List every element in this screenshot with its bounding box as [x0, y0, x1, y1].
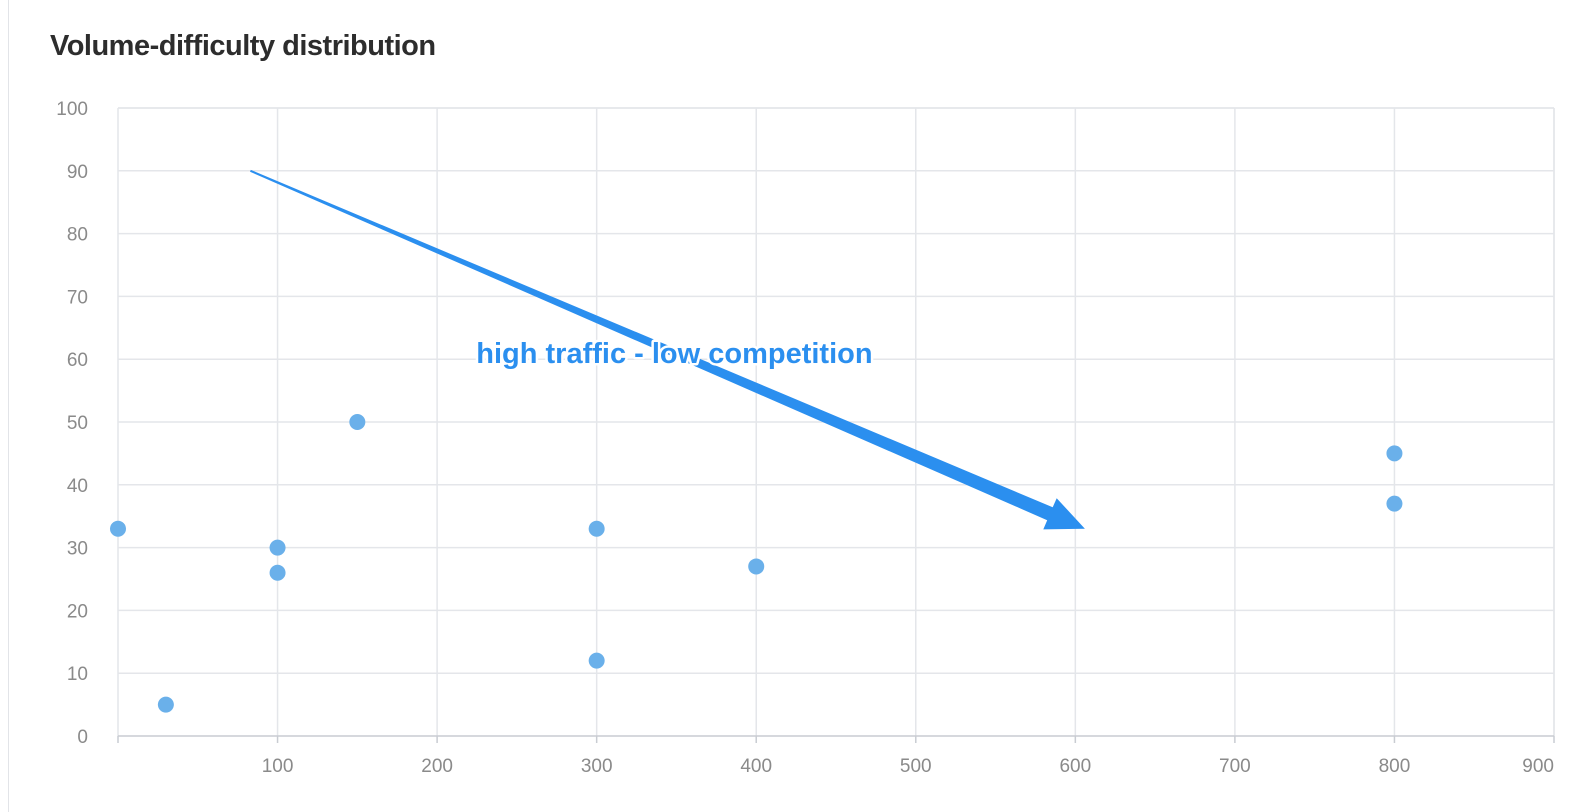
x-tick-label: 900 — [1522, 756, 1554, 777]
scatter-point — [1386, 445, 1403, 462]
scatter-point — [588, 520, 605, 537]
y-tick-label: 30 — [67, 539, 88, 560]
chart-title: Volume-difficulty distribution — [50, 30, 436, 62]
y-tick-label: 90 — [67, 162, 88, 183]
tick-labels: 0 10 20 30 40 50 60 70 80 90 100 100 200 300 400 500 600… — [56, 99, 1554, 777]
scatter-point — [748, 558, 765, 575]
y-tick-label: 20 — [67, 601, 88, 622]
x-tick-label: 300 — [581, 756, 613, 777]
x-tick-label: 400 — [740, 756, 772, 777]
scatter-point — [110, 520, 126, 537]
y-tick-label: 10 — [67, 664, 88, 685]
y-tick-label: 100 — [56, 99, 88, 120]
x-tick-label: 100 — [262, 756, 294, 777]
chart-grid — [117, 107, 1555, 736]
chart-axis — [117, 735, 1555, 743]
y-tick-label: 80 — [67, 225, 88, 246]
scatter-point — [269, 539, 286, 556]
annotation-arrow — [250, 169, 1085, 530]
panel-left-border — [8, 0, 9, 812]
annotation-label: high traffic - low competition — [476, 338, 872, 370]
scatter-point — [588, 652, 605, 669]
scatter-point — [349, 414, 366, 430]
chart-annotation: high traffic - low competition — [250, 169, 1085, 530]
scatter-point — [157, 696, 174, 713]
x-tick-label: 800 — [1379, 756, 1411, 777]
x-tick-label: 700 — [1219, 756, 1251, 777]
x-tick-label: 500 — [900, 756, 932, 777]
scatter-point — [269, 564, 286, 581]
data-points — [110, 414, 1403, 713]
y-tick-label: 0 — [77, 727, 88, 748]
y-tick-label: 70 — [67, 287, 88, 308]
y-tick-label: 60 — [67, 350, 88, 371]
y-tick-label: 50 — [67, 413, 88, 434]
x-tick-label: 600 — [1059, 756, 1091, 777]
x-tick-label: 200 — [421, 756, 453, 777]
scatter-point — [1386, 495, 1403, 512]
y-tick-label: 40 — [67, 476, 88, 497]
